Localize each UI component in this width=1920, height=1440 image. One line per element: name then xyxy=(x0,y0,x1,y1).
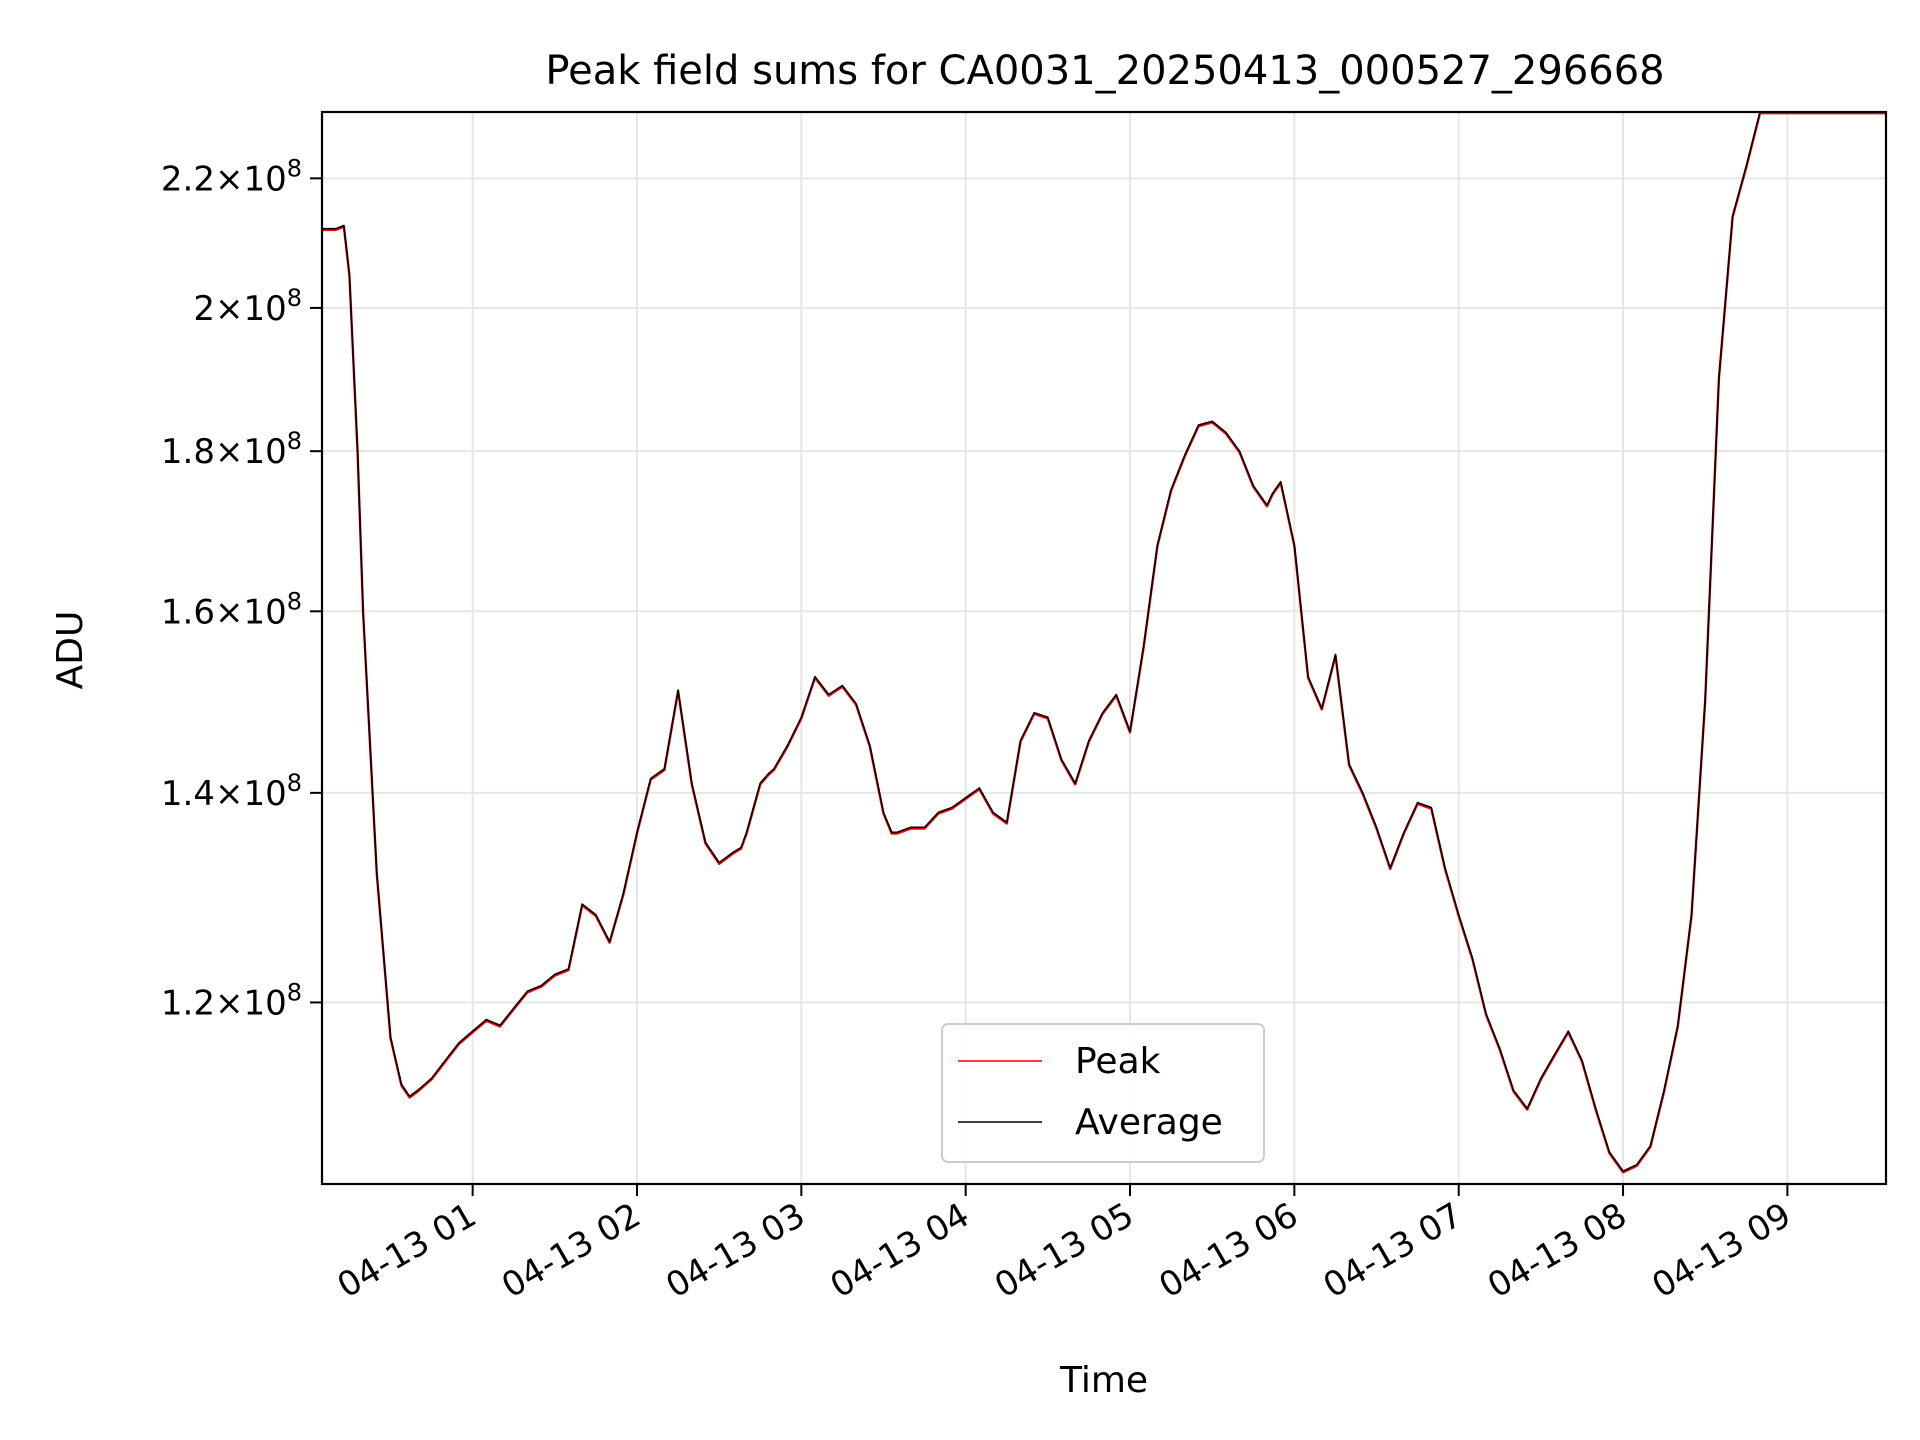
y-tick-exponent: 8 xyxy=(287,587,302,615)
y-tick-times: ×10 xyxy=(215,774,287,814)
legend: Peak Average xyxy=(941,1023,1265,1163)
y-tick-mantissa: 2 xyxy=(193,289,215,329)
y-tick-exponent: 8 xyxy=(287,769,302,797)
grid xyxy=(322,112,1886,1184)
y-tick-label: 1.4×108 xyxy=(161,769,302,814)
y-tick-times: ×10 xyxy=(215,289,287,329)
y-tick-mantissa: 1.8 xyxy=(161,432,215,472)
series-line-average xyxy=(322,112,1886,1172)
legend-box xyxy=(941,1023,1265,1163)
y-tick-mantissa: 2.2 xyxy=(161,159,215,199)
plot-frame xyxy=(320,110,1888,1186)
x-axis-label: Time xyxy=(1059,1360,1148,1401)
y-tick-mantissa: 1.4 xyxy=(161,774,215,814)
y-tick-label: 2×108 xyxy=(193,284,302,329)
y-tick-exponent: 8 xyxy=(287,284,302,312)
chart-title: Peak field sums for CA0031_20250413_0005… xyxy=(545,48,1664,94)
y-axis-label: ADU xyxy=(50,611,91,690)
y-tick-mantissa: 1.6 xyxy=(161,592,215,632)
y-tick-exponent: 8 xyxy=(287,427,302,455)
y-tick-times: ×10 xyxy=(215,983,287,1023)
y-tick-label: 1.8×108 xyxy=(161,427,302,472)
y-tick-times: ×10 xyxy=(215,159,287,199)
y-tick-exponent: 8 xyxy=(287,154,302,182)
y-tick-exponent: 8 xyxy=(287,978,302,1006)
legend-label-peak: Peak xyxy=(1075,1041,1161,1082)
y-tick-label: 1.2×108 xyxy=(161,978,302,1023)
y-tick-times: ×10 xyxy=(215,432,287,472)
legend-label-average: Average xyxy=(1075,1102,1223,1143)
series-layer xyxy=(322,112,1886,1174)
y-tick-label: 1.6×108 xyxy=(161,587,302,632)
y-tick-label: 2.2×108 xyxy=(161,154,302,199)
y-tick-mantissa: 1.2 xyxy=(161,983,215,1023)
y-tick-times: ×10 xyxy=(215,592,287,632)
